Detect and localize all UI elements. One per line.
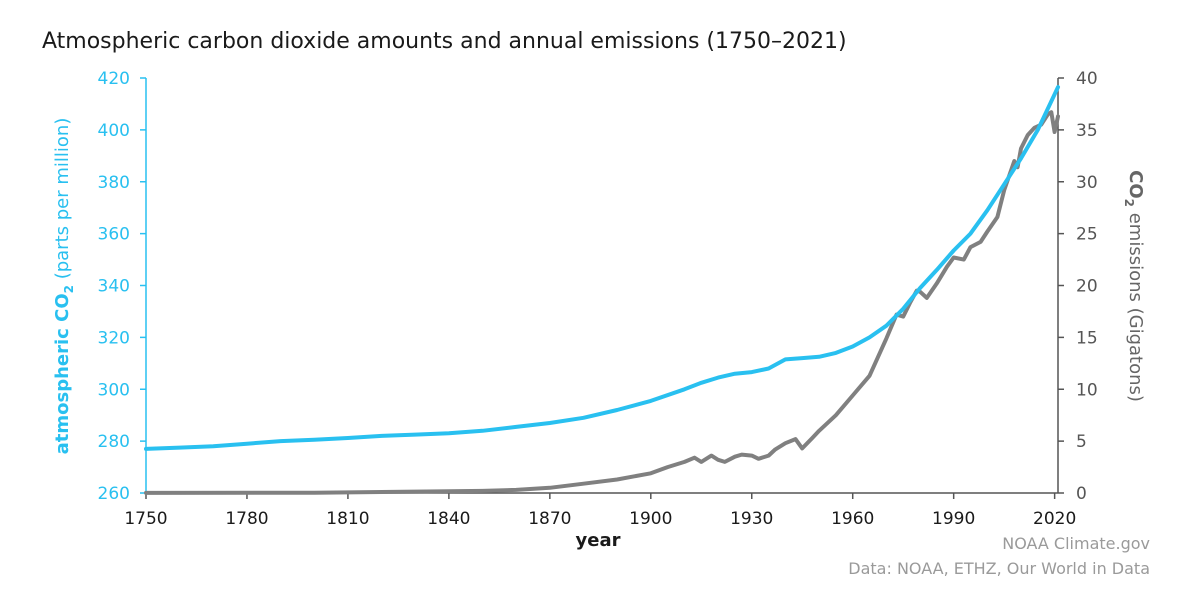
right-tick-label: 25 bbox=[1076, 225, 1098, 245]
left-tick-label: 360 bbox=[98, 225, 130, 245]
left-tick-label: 400 bbox=[98, 121, 130, 141]
left-axis-label-sub: 2 bbox=[62, 285, 76, 293]
left-axis-label-main: atmospheric CO bbox=[52, 293, 73, 454]
right-tick-label: 40 bbox=[1076, 69, 1098, 89]
x-tick-label: 1900 bbox=[629, 509, 672, 529]
x-tick-label: 1960 bbox=[831, 509, 874, 529]
right-tick-label: 30 bbox=[1076, 173, 1098, 193]
left-tick-label: 320 bbox=[98, 328, 130, 348]
credit-line-1: NOAA Climate.gov bbox=[1002, 534, 1150, 553]
right-tick-label: 0 bbox=[1076, 484, 1087, 504]
right-axis-label-tail: emissions (Gigatons) bbox=[1125, 207, 1146, 402]
left-axis-label-tail: (parts per million) bbox=[52, 118, 73, 285]
right-axis-label-main: CO bbox=[1125, 170, 1146, 199]
x-tick-label: 1750 bbox=[124, 509, 167, 529]
series-layer bbox=[144, 85, 1060, 495]
right-tick-label: 5 bbox=[1076, 432, 1087, 452]
co2-concentration-line bbox=[144, 85, 1060, 451]
left-axis-ticks: 260 280 300 320 340 360 380 400 420 bbox=[98, 69, 146, 504]
right-tick-label: 15 bbox=[1076, 328, 1098, 348]
x-tick-label: 1810 bbox=[326, 509, 369, 529]
left-tick-label: 280 bbox=[98, 432, 130, 452]
right-axis-ticks: 0 5 10 15 20 25 30 35 40 bbox=[1058, 69, 1098, 504]
right-axis-label-sub: 2 bbox=[1122, 199, 1136, 207]
co2-emissions-line bbox=[144, 110, 1060, 495]
left-axis-label: atmospheric CO2 (parts per million) bbox=[52, 118, 76, 455]
left-tick-label: 300 bbox=[98, 380, 130, 400]
right-axis-label: CO2 emissions (Gigatons) bbox=[1122, 170, 1146, 402]
left-tick-label: 420 bbox=[98, 69, 130, 89]
credit-line-2: Data: NOAA, ETHZ, Our World in Data bbox=[848, 559, 1150, 578]
x-tick-label: 1840 bbox=[427, 509, 470, 529]
x-axis-ticks: 1750 1780 1810 1840 1870 1900 1930 1960 1990 2020 bbox=[124, 493, 1076, 529]
x-tick-label: 1930 bbox=[730, 509, 773, 529]
x-tick-label: 1870 bbox=[528, 509, 571, 529]
left-tick-label: 260 bbox=[98, 484, 130, 504]
x-tick-label: 1990 bbox=[932, 509, 975, 529]
x-tick-label: 2020 bbox=[1033, 509, 1076, 529]
right-tick-label: 35 bbox=[1076, 121, 1098, 141]
x-axis-label: year bbox=[576, 530, 621, 551]
chart-title: Atmospheric carbon dioxide amounts and a… bbox=[42, 29, 847, 54]
right-tick-label: 20 bbox=[1076, 277, 1098, 297]
left-tick-label: 380 bbox=[98, 173, 130, 193]
right-tick-label: 10 bbox=[1076, 380, 1098, 400]
left-tick-label: 340 bbox=[98, 277, 130, 297]
x-tick-label: 1780 bbox=[225, 509, 268, 529]
